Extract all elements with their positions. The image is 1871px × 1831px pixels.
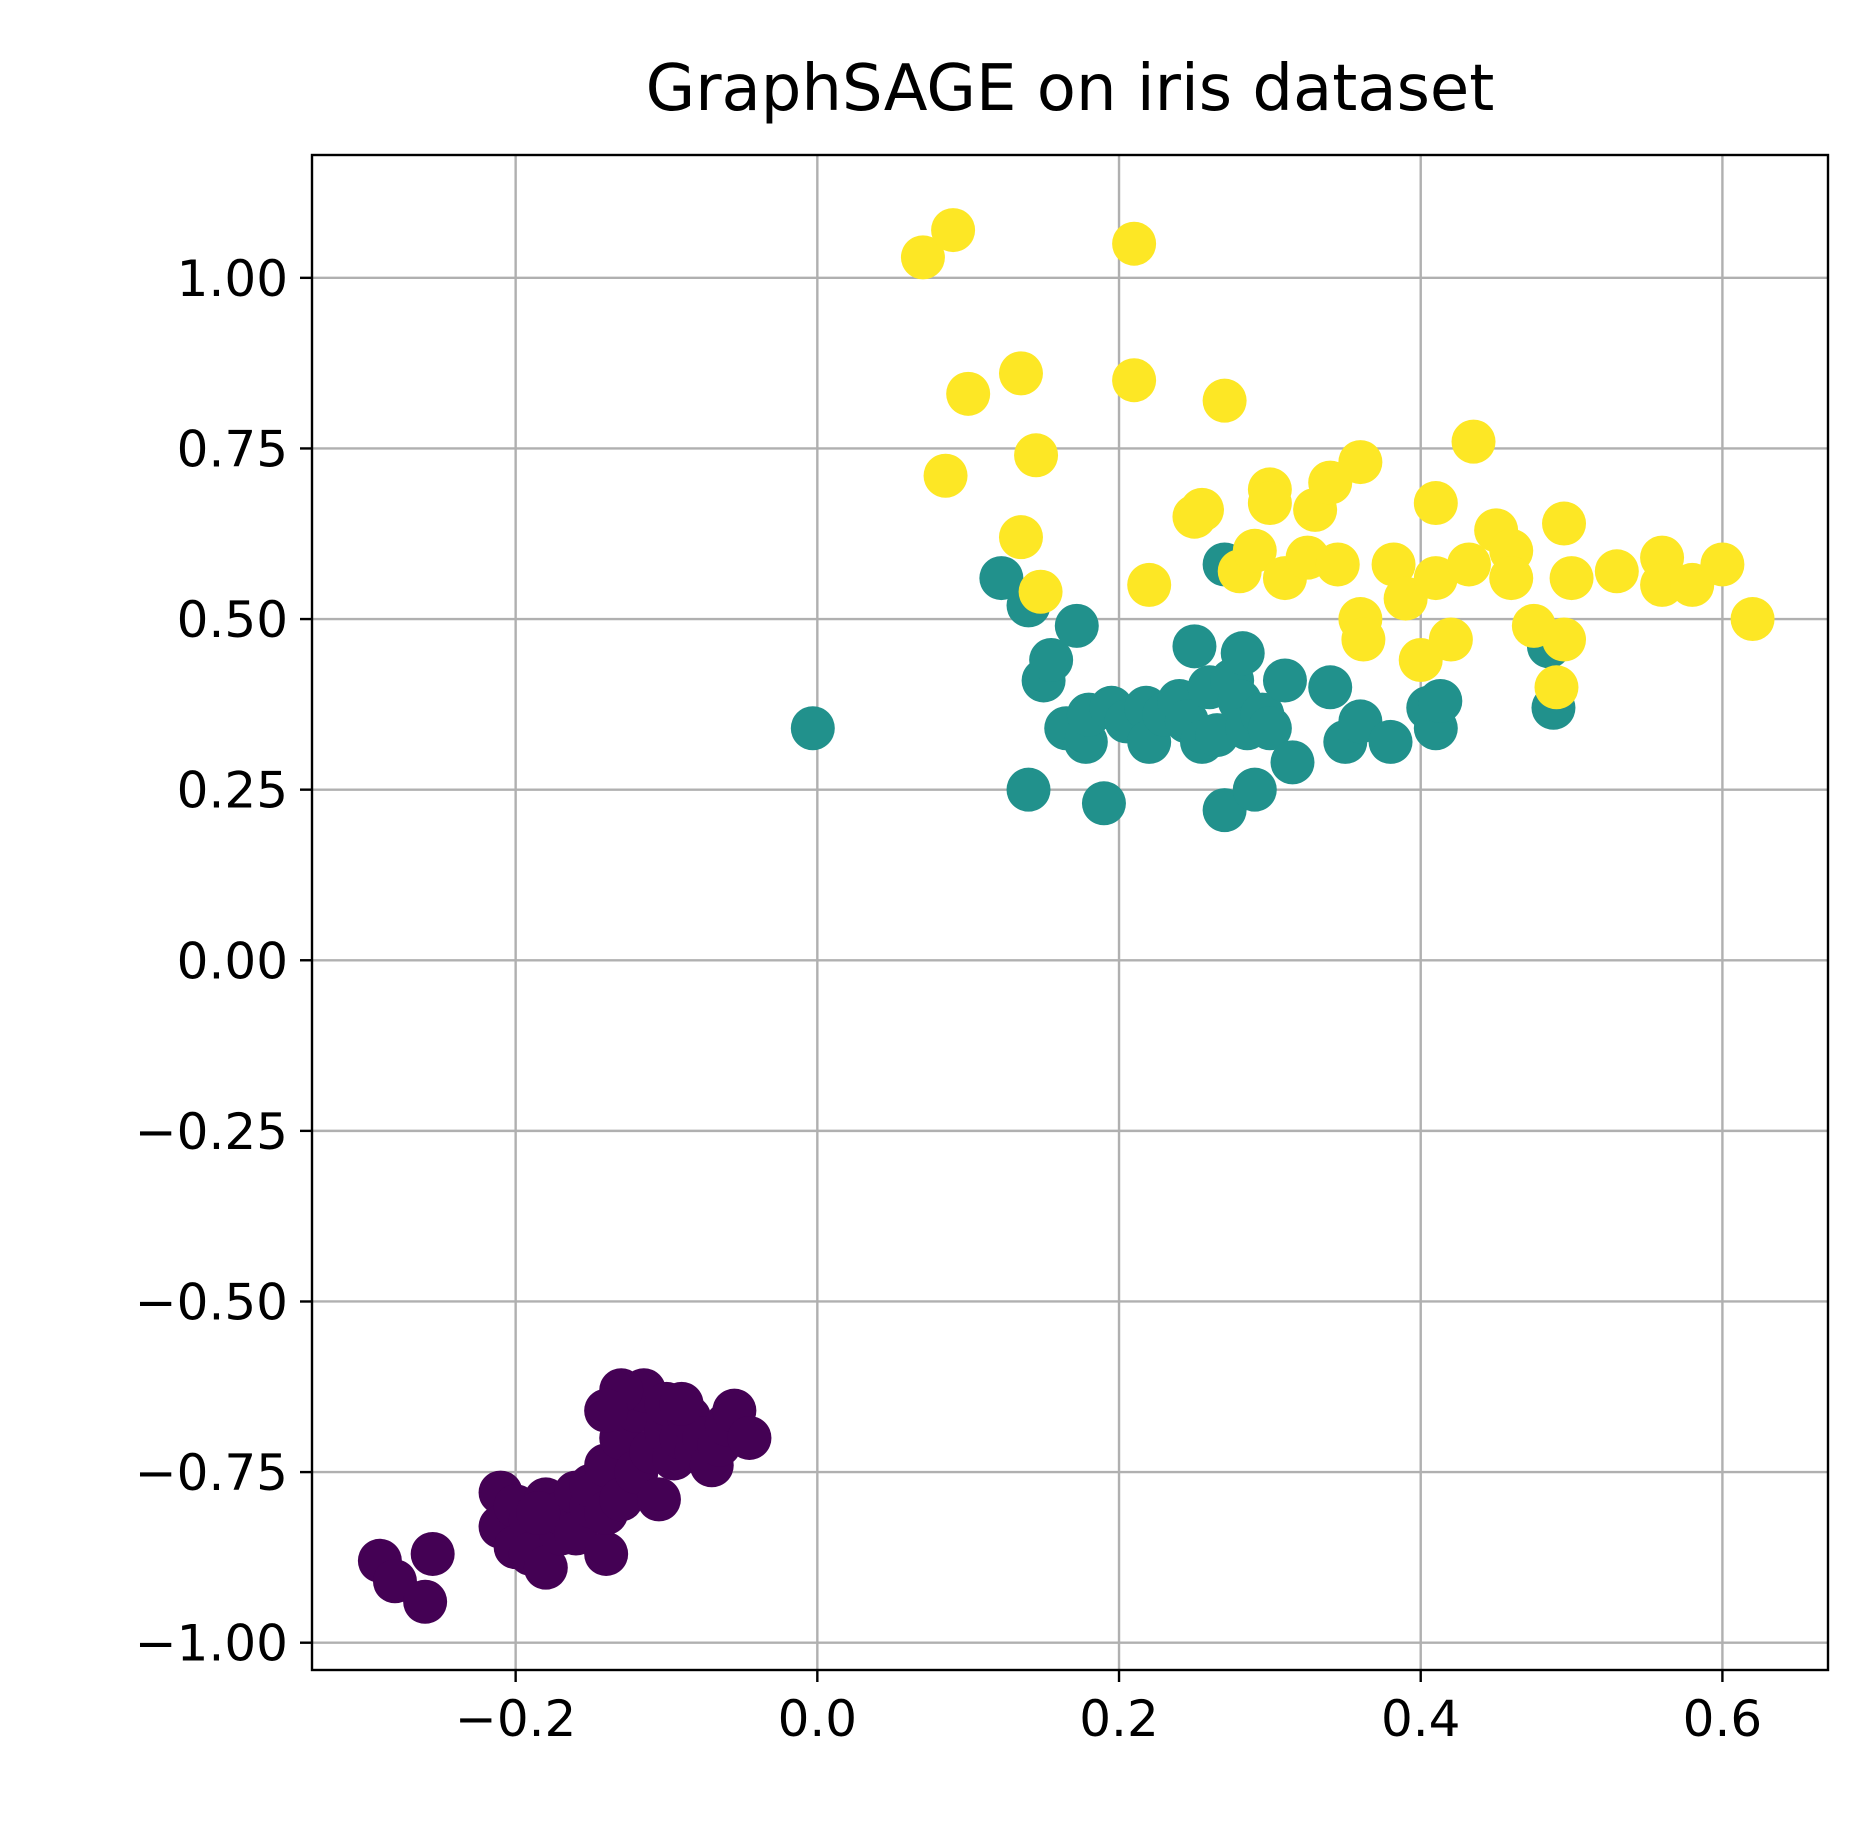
data-point-class-1 — [1308, 665, 1353, 710]
data-point-class-1 — [790, 706, 835, 751]
data-point-class-2 — [1341, 617, 1386, 662]
data-point-class-1 — [1172, 624, 1217, 669]
data-point-class-2 — [1640, 562, 1685, 607]
x-tick-label: −0.2 — [455, 1690, 576, 1748]
y-tick-label: 0.25 — [177, 762, 288, 820]
data-point-class-1 — [1029, 638, 1074, 682]
data-point-class-2 — [1112, 221, 1157, 266]
data-point-class-1 — [979, 556, 1024, 601]
data-point-class-1 — [1054, 603, 1099, 648]
data-point-class-2 — [1542, 501, 1587, 546]
data-point-class-1 — [1232, 767, 1277, 812]
data-point-class-2 — [1014, 433, 1059, 478]
data-point-class-0 — [516, 1491, 561, 1536]
y-tick-label: 0.00 — [177, 932, 288, 990]
y-tick-label: −1.00 — [135, 1615, 288, 1673]
y-tick-label: −0.50 — [135, 1273, 288, 1331]
data-point-class-2 — [1594, 549, 1639, 594]
data-point-class-0 — [727, 1415, 772, 1460]
x-tick-label: 0.4 — [1381, 1690, 1461, 1748]
data-point-class-2 — [931, 208, 976, 253]
data-point-class-2 — [1730, 597, 1775, 642]
data-point-class-2 — [923, 453, 968, 498]
data-point-class-2 — [1127, 562, 1172, 607]
data-point-class-2 — [1428, 617, 1473, 662]
data-point-class-2 — [1451, 419, 1496, 464]
data-point-class-1 — [1006, 767, 1051, 812]
x-tick-label: 0.6 — [1683, 1690, 1763, 1748]
x-tick-label: 0.2 — [1079, 1690, 1159, 1748]
data-point-class-2 — [1413, 556, 1458, 601]
data-point-class-2 — [1018, 569, 1063, 614]
data-point-class-0 — [403, 1579, 448, 1624]
y-tick-label: −0.75 — [135, 1444, 288, 1502]
data-point-class-0 — [584, 1531, 629, 1576]
data-point-class-1 — [1368, 719, 1413, 764]
data-point-class-0 — [636, 1477, 681, 1522]
data-point-class-1 — [1247, 706, 1292, 751]
data-point-class-2 — [1542, 617, 1587, 662]
data-point-class-2 — [1534, 665, 1579, 710]
chart-title: GraphSAGE on iris dataset — [646, 52, 1495, 126]
data-point-class-1 — [1418, 678, 1463, 723]
data-point-class-0 — [584, 1388, 629, 1433]
data-points — [357, 208, 1775, 1624]
data-point-class-2 — [1247, 481, 1292, 526]
data-point-class-0 — [659, 1381, 704, 1426]
data-point-class-2 — [998, 515, 1043, 560]
y-tick-label: −0.25 — [135, 1103, 288, 1161]
data-point-class-2 — [1179, 487, 1224, 532]
data-point-class-2 — [946, 371, 991, 416]
data-point-class-2 — [1315, 542, 1360, 587]
data-point-class-2 — [1112, 358, 1157, 403]
x-axis: −0.2 0.0 0.2 0.4 0.6 — [455, 1670, 1762, 1748]
y-tick-label: 0.75 — [177, 420, 288, 478]
grid-lines — [312, 155, 1828, 1670]
data-point-class-1 — [1081, 781, 1126, 826]
data-point-class-0 — [523, 1545, 568, 1590]
y-tick-label: 1.00 — [177, 250, 288, 308]
data-point-class-0 — [410, 1531, 455, 1576]
x-tick-label: 0.0 — [778, 1690, 858, 1748]
data-point-class-2 — [1202, 378, 1247, 423]
data-point-class-2 — [1700, 542, 1745, 587]
data-point-class-2 — [1413, 481, 1458, 526]
data-point-class-2 — [1371, 542, 1416, 587]
data-point-class-1 — [1270, 740, 1315, 785]
data-point-class-2 — [1338, 440, 1383, 485]
y-axis: 1.00 0.75 0.50 0.25 0.00 −0.25 −0.50 −0.75 −1.00 — [135, 250, 312, 1673]
data-point-class-1 — [1220, 631, 1265, 676]
data-point-class-2 — [1549, 556, 1594, 601]
data-point-class-2 — [998, 351, 1043, 396]
data-point-class-1 — [1262, 658, 1307, 703]
axes-frame — [310, 153, 1830, 1672]
data-point-class-2 — [1446, 542, 1491, 587]
y-tick-label: 0.50 — [177, 591, 288, 649]
data-point-class-2 — [900, 235, 945, 280]
data-point-class-2 — [1489, 556, 1534, 601]
data-point-class-2 — [1232, 528, 1277, 573]
